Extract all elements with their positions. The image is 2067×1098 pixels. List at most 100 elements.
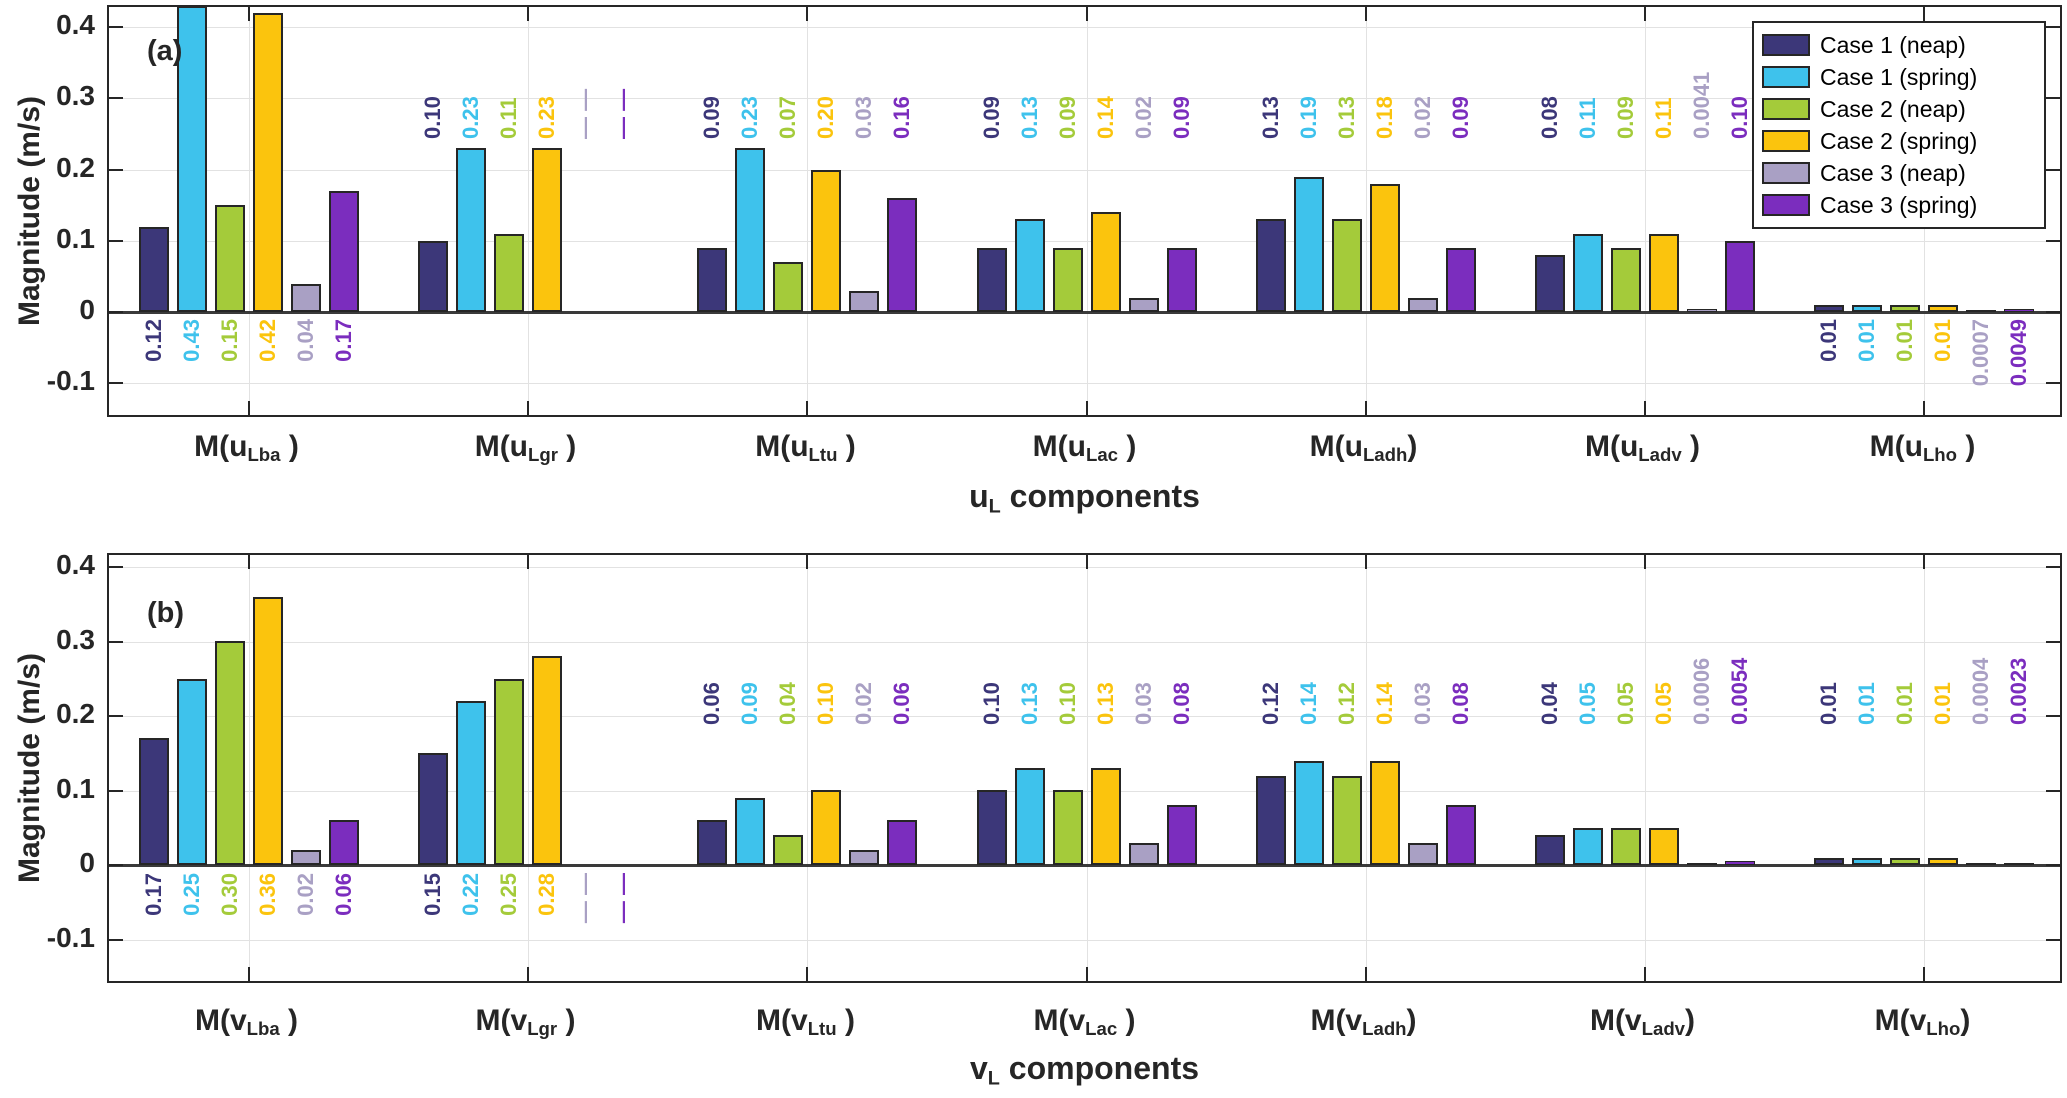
bar-value-label: 0.02 bbox=[1410, 96, 1435, 139]
bar-case-2-spring- bbox=[1649, 234, 1679, 312]
bar-case-1-neap- bbox=[1256, 776, 1286, 865]
bar-value-label: 0.42 bbox=[255, 319, 280, 362]
bar-case-2-neap- bbox=[215, 205, 245, 312]
x-tick-mark bbox=[1644, 401, 1646, 415]
bar-value-label: 0.02 bbox=[1131, 96, 1156, 139]
x-tick-label: M(vLac ) bbox=[1033, 1004, 1136, 1040]
bar-case-1-spring- bbox=[1015, 219, 1045, 312]
y-tick-mark bbox=[109, 641, 123, 643]
bar-value-label: 0.0023 bbox=[2006, 657, 2031, 725]
bar-value-label: 0.08 bbox=[1537, 96, 1562, 139]
bar-value-label: 0.19 bbox=[1296, 96, 1321, 139]
y-gridline bbox=[109, 567, 2060, 568]
bar-value-label: 0.22 bbox=[458, 873, 483, 916]
y-tick-mark bbox=[2046, 97, 2060, 99]
x-tick-mark bbox=[1086, 967, 1088, 981]
x-tick-label: M(uLtu ) bbox=[755, 430, 856, 466]
legend-label: Case 2 (neap) bbox=[1820, 95, 1966, 122]
bar-value-label: 0.08 bbox=[1448, 682, 1473, 725]
y-tick-mark bbox=[2046, 566, 2060, 568]
bar-case-1-spring- bbox=[1852, 305, 1882, 312]
y-tick-mark bbox=[109, 864, 123, 866]
y-tick-mark bbox=[109, 169, 123, 171]
y-tick-mark bbox=[109, 382, 123, 384]
bar-case-2-neap- bbox=[494, 234, 524, 312]
bar-value-label: 0.01 bbox=[1930, 319, 1955, 362]
bar-value-label: 0.10 bbox=[420, 96, 445, 139]
bar-value-label: 0.12 bbox=[141, 319, 166, 362]
bar-value-label: 0.14 bbox=[1372, 682, 1397, 725]
x-gridline bbox=[1645, 7, 1646, 415]
bar-value-label: 0.06 bbox=[889, 682, 914, 725]
bar-case-1-neap- bbox=[1814, 858, 1844, 865]
bar-value-label: 0.28 bbox=[534, 873, 559, 916]
bar-value-label: 0.16 bbox=[889, 96, 914, 139]
bar-value-label: 0.03 bbox=[1131, 682, 1156, 725]
bar-value-label: 0.01 bbox=[1892, 682, 1917, 725]
x-tick-mark bbox=[248, 555, 250, 569]
bar-value-label: 0.09 bbox=[699, 96, 724, 139]
x-tick-mark bbox=[1365, 555, 1367, 569]
legend-label: Case 3 (spring) bbox=[1820, 192, 1978, 219]
bar-value-label: 0.02 bbox=[293, 873, 318, 916]
x-gridline bbox=[807, 7, 808, 415]
x-tick-mark bbox=[527, 7, 529, 21]
panel-label: (a) bbox=[147, 35, 183, 67]
x-gridline bbox=[528, 7, 529, 415]
bar-case-1-neap- bbox=[418, 241, 448, 312]
plot-area: 0.12 0.10 0.09 0.09 0.13 0.08 0.01 0.43 0.23 0.23… bbox=[107, 5, 2062, 417]
bar-value-label: 0.0006 bbox=[1689, 657, 1714, 725]
bar-value-label: 0.10 bbox=[813, 682, 838, 725]
bar-case-3-neap- bbox=[291, 850, 321, 865]
bar-value-label: 0.25 bbox=[496, 873, 521, 916]
x-tick-mark bbox=[806, 967, 808, 981]
legend-label: Case 1 (spring) bbox=[1820, 63, 1978, 90]
bar-case-2-spring- bbox=[1928, 858, 1958, 865]
bar-case-2-spring- bbox=[1091, 768, 1121, 865]
legend-swatch bbox=[1762, 130, 1810, 153]
y-tick-mark bbox=[109, 240, 123, 242]
bar-value-label: 0.03 bbox=[1410, 682, 1435, 725]
y-tick-label: 0.1 bbox=[56, 223, 95, 254]
bar-value-label: 0.23 bbox=[534, 96, 559, 139]
y-tick-mark bbox=[2046, 864, 2060, 866]
y-tick-label: 0.3 bbox=[56, 80, 95, 111]
bar-value-label: 0.0054 bbox=[1727, 657, 1752, 725]
bar-value-label: 0.04 bbox=[293, 319, 318, 362]
bar-case-2-neap- bbox=[1332, 219, 1362, 312]
bar-case-3-spring- bbox=[1167, 248, 1197, 312]
bar-value-label: — — bbox=[610, 873, 635, 924]
bar-case-3-spring- bbox=[1446, 248, 1476, 312]
bar-case-3-spring- bbox=[1725, 861, 1755, 865]
legend-item: Case 1 (spring) bbox=[1762, 61, 2034, 92]
bar-value-label: 0.06 bbox=[331, 873, 356, 916]
y-gridline bbox=[109, 716, 2060, 717]
x-tick-mark bbox=[527, 555, 529, 569]
y-axis-label: Magnitude (m/s) bbox=[13, 96, 46, 326]
y-tick-label: -0.1 bbox=[46, 365, 95, 396]
x-tick-label: M(vLadh) bbox=[1310, 1004, 1417, 1040]
x-tick-mark bbox=[806, 7, 808, 21]
bar-value-label: 0.05 bbox=[1651, 682, 1676, 725]
bar-case-3-spring- bbox=[887, 198, 917, 312]
bar-value-label: 0.04 bbox=[775, 682, 800, 725]
bar-value-label: 0.09 bbox=[1055, 96, 1080, 139]
bar-value-label: 0.10 bbox=[1055, 682, 1080, 725]
bar-value-label: 0.30 bbox=[217, 873, 242, 916]
bar-case-1-spring- bbox=[1294, 761, 1324, 865]
bar-value-label: 0.0004 bbox=[1968, 657, 1993, 725]
bar-value-label: 0.15 bbox=[217, 319, 242, 362]
bar-case-2-spring- bbox=[253, 597, 283, 865]
bar-case-2-neap- bbox=[1332, 776, 1362, 865]
y-gridline bbox=[109, 642, 2060, 643]
bar-value-label: 0.13 bbox=[1017, 682, 1042, 725]
legend: Case 1 (neap) Case 1 (spring) Case 2 (neap… bbox=[1752, 21, 2046, 229]
bar-case-3-spring- bbox=[1725, 241, 1755, 312]
legend-item: Case 2 (neap) bbox=[1762, 93, 2034, 124]
bar-value-label: 0.14 bbox=[1093, 96, 1118, 139]
y-gridline bbox=[109, 27, 2060, 28]
y-tick-mark bbox=[109, 566, 123, 568]
x-tick-mark bbox=[1086, 555, 1088, 569]
bar-case-3-neap- bbox=[849, 850, 879, 865]
